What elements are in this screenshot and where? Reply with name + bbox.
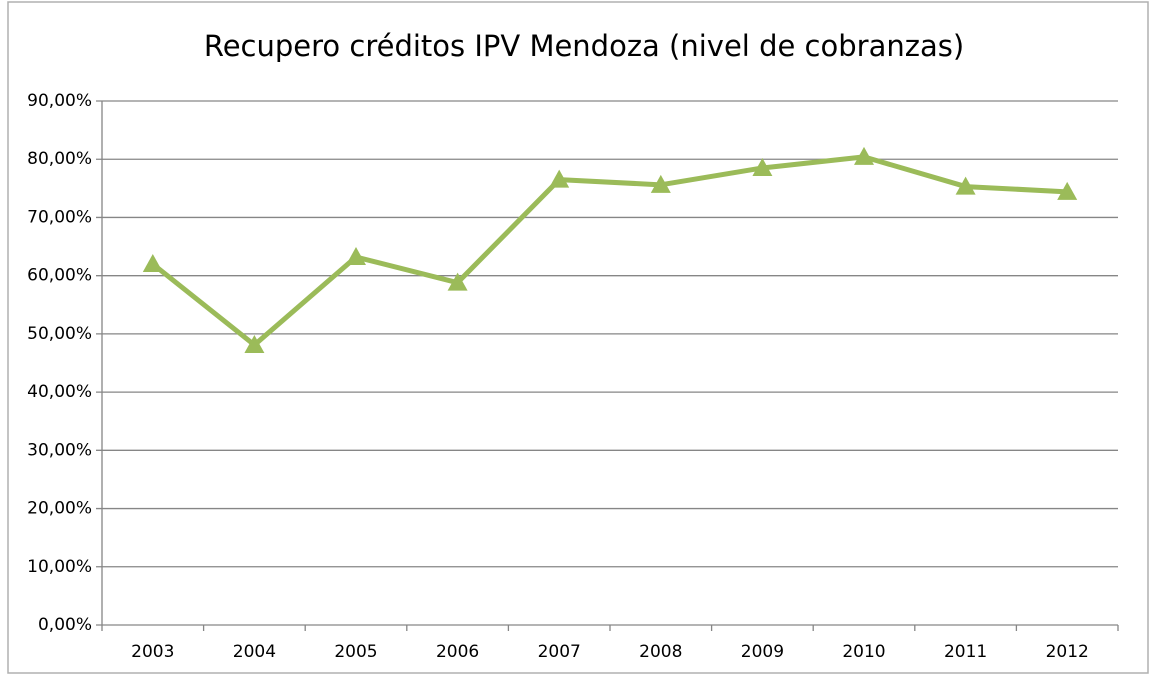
y-tick-label: 10,00%	[27, 557, 92, 577]
x-tick-label: 2007	[538, 642, 581, 662]
x-tick-label: 2010	[842, 642, 885, 662]
y-tick-label: 40,00%	[27, 382, 92, 402]
x-tick-label: 2008	[639, 642, 682, 662]
y-tick-label: 80,00%	[27, 149, 92, 169]
x-tick-label: 2005	[334, 642, 377, 662]
x-tick-label: 2003	[131, 642, 174, 662]
marker	[1057, 181, 1078, 200]
chart-title: Recupero créditos IPV Mendoza (nivel de …	[204, 29, 964, 63]
chart-border	[7, 1, 1149, 674]
y-tick-label: 50,00%	[27, 324, 92, 344]
marker	[854, 146, 874, 165]
y-tick-label: 90,00%	[27, 91, 92, 111]
marker	[955, 176, 976, 195]
x-tick-label: 2009	[741, 642, 784, 662]
marker	[752, 157, 773, 176]
y-tick-label: 20,00%	[27, 499, 92, 519]
marker	[549, 169, 570, 188]
x-tick-label: 2004	[233, 642, 276, 662]
y-tick-label: 70,00%	[27, 207, 92, 227]
y-tick-label: 60,00%	[27, 266, 92, 286]
x-tick-label: 2012	[1046, 642, 1089, 662]
x-tick-label: 2011	[944, 642, 987, 662]
marker	[142, 254, 163, 273]
marker	[346, 247, 366, 266]
marker	[650, 174, 671, 193]
marker	[244, 334, 265, 353]
y-tick-label: 0,00%	[38, 615, 92, 635]
y-tick-label: 30,00%	[27, 440, 92, 460]
x-tick-label: 2006	[436, 642, 479, 662]
marker	[447, 272, 468, 291]
line	[151, 154, 1068, 348]
